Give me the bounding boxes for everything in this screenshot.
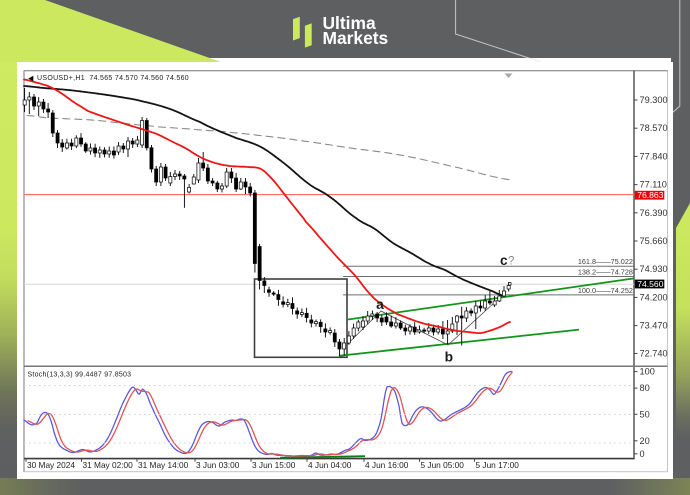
svg-text:Stoch(13,3,3) 99.4487 97.8503: Stoch(13,3,3) 99.4487 97.8503 — [28, 372, 132, 379]
svg-text:74.930: 74.930 — [640, 264, 668, 274]
svg-text:0: 0 — [640, 449, 645, 459]
svg-text:30 May 2024: 30 May 2024 — [27, 460, 75, 470]
svg-text:73.470: 73.470 — [640, 321, 668, 331]
svg-text:4 Jun 16:00: 4 Jun 16:00 — [365, 460, 409, 470]
svg-text:USOUSD+,H1 74.565 74.570 74.5: USOUSD+,H1 74.565 74.570 74.560 74.560 — [37, 75, 189, 82]
svg-text:80: 80 — [640, 383, 650, 393]
svg-text:20: 20 — [640, 436, 650, 446]
svg-text:100: 100 — [640, 367, 655, 377]
svg-text:161.8——75.022: 161.8——75.022 — [578, 257, 633, 266]
svg-text:76.390: 76.390 — [640, 208, 668, 218]
svg-text:74.560: 74.560 — [637, 279, 664, 289]
svg-text:5 Jun 17:00: 5 Jun 17:00 — [476, 460, 520, 470]
svg-text:b: b — [445, 349, 453, 364]
svg-text:74.200: 74.200 — [640, 292, 668, 302]
svg-text:77.840: 77.840 — [640, 151, 668, 161]
svg-text:50: 50 — [640, 409, 650, 419]
svg-text:4 Jun 04:00: 4 Jun 04:00 — [308, 460, 352, 470]
svg-text:100.0——74.252: 100.0——74.252 — [578, 286, 633, 295]
svg-text:a: a — [376, 297, 384, 312]
svg-text:76.863: 76.863 — [637, 190, 664, 200]
svg-text:31 May 02:00: 31 May 02:00 — [83, 460, 134, 470]
svg-text:5 Jun 05:00: 5 Jun 05:00 — [421, 460, 465, 470]
svg-text:77.110: 77.110 — [640, 180, 667, 190]
svg-text:138.2——74.728: 138.2——74.728 — [578, 268, 633, 277]
svg-text:?: ? — [508, 256, 514, 268]
svg-text:3 Jun 03:00: 3 Jun 03:00 — [196, 460, 240, 470]
svg-text:c: c — [500, 253, 508, 268]
svg-text:78.570: 78.570 — [640, 123, 668, 133]
svg-text:75.660: 75.660 — [640, 236, 668, 246]
svg-text:72.740: 72.740 — [640, 349, 668, 359]
svg-text:31 May 14:00: 31 May 14:00 — [138, 460, 189, 470]
svg-text:79.300: 79.300 — [640, 95, 668, 105]
svg-text:3 Jun 15:00: 3 Jun 15:00 — [252, 460, 296, 470]
